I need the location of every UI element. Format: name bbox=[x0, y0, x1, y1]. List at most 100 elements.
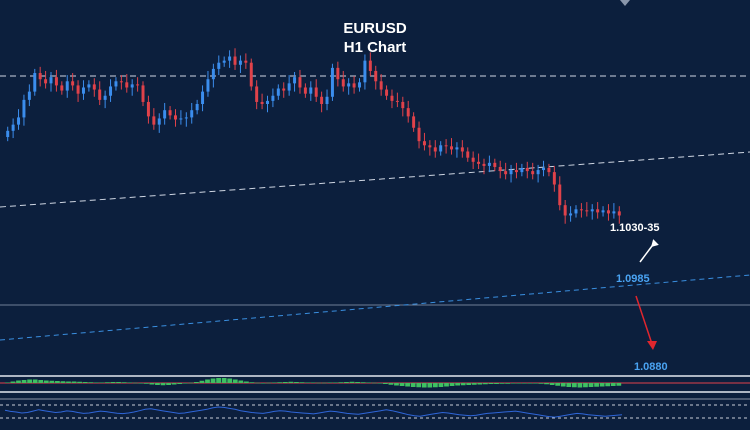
candle-body bbox=[168, 110, 172, 116]
candle-body bbox=[368, 60, 372, 71]
histogram-bar bbox=[138, 383, 144, 384]
histogram-bar bbox=[360, 382, 366, 383]
candle-body bbox=[163, 110, 167, 119]
chart-subtitle: H1 Chart bbox=[344, 39, 407, 56]
histogram-bar bbox=[193, 382, 199, 383]
candle-body bbox=[455, 147, 459, 150]
histogram-bar bbox=[88, 382, 94, 383]
candle-body bbox=[276, 88, 280, 96]
histogram-bar bbox=[205, 379, 210, 383]
histogram-bar bbox=[221, 378, 227, 383]
candle-body bbox=[531, 171, 535, 175]
candle-body bbox=[433, 147, 437, 152]
candle-body bbox=[569, 213, 573, 216]
histogram-bar bbox=[216, 378, 221, 383]
candle-body bbox=[195, 104, 199, 111]
candle-body bbox=[612, 211, 616, 214]
target-down-label: 1.0880 bbox=[634, 361, 668, 373]
histogram-bar bbox=[32, 379, 38, 383]
candle-body bbox=[320, 96, 324, 104]
histogram-bar bbox=[327, 382, 333, 383]
candle-body bbox=[146, 101, 150, 117]
candle-body bbox=[298, 77, 302, 88]
histogram-bar bbox=[421, 383, 427, 388]
candle-body bbox=[606, 210, 610, 214]
histogram-bar bbox=[388, 383, 394, 385]
histogram-bar bbox=[255, 382, 260, 384]
candle-body bbox=[238, 60, 242, 65]
candle-body bbox=[390, 95, 394, 101]
histogram-bar bbox=[427, 383, 433, 388]
candle-body bbox=[563, 205, 567, 216]
histogram-bar bbox=[232, 379, 238, 383]
histogram-bar bbox=[60, 381, 66, 383]
histogram-bar bbox=[505, 383, 511, 384]
candle-body bbox=[179, 118, 183, 120]
histogram-bar bbox=[55, 381, 60, 383]
candle-body bbox=[482, 163, 486, 166]
candle-body bbox=[141, 85, 145, 102]
candle-body bbox=[54, 77, 58, 86]
histogram-bar bbox=[5, 382, 10, 383]
candle-body bbox=[103, 95, 107, 100]
candle-body bbox=[87, 84, 91, 88]
candle-body bbox=[460, 147, 464, 152]
candle-body bbox=[358, 82, 361, 88]
candle-body bbox=[439, 145, 443, 152]
histogram-bar bbox=[433, 383, 438, 388]
candle-body bbox=[477, 161, 481, 164]
candle-body bbox=[498, 166, 502, 172]
histogram-bar bbox=[516, 383, 522, 384]
histogram-bar bbox=[182, 383, 188, 384]
histogram-bar bbox=[288, 381, 294, 383]
histogram-bar bbox=[560, 383, 566, 387]
candle-body bbox=[374, 70, 378, 82]
candle-body bbox=[60, 85, 64, 91]
histogram-bar bbox=[477, 383, 483, 385]
arrow-down-line bbox=[635, 295, 653, 345]
candle-body bbox=[509, 170, 513, 175]
candle-body bbox=[190, 110, 194, 118]
candle-body bbox=[38, 73, 42, 80]
histogram-bar bbox=[394, 383, 399, 386]
candle-body bbox=[157, 118, 161, 125]
histogram-bar bbox=[66, 381, 71, 383]
histogram-bar bbox=[499, 383, 505, 384]
histogram-bar bbox=[316, 382, 322, 384]
candle-body bbox=[395, 100, 399, 102]
candle-body bbox=[44, 79, 48, 84]
histogram-bar bbox=[160, 383, 166, 386]
candle-body bbox=[49, 77, 53, 84]
histogram-bar bbox=[588, 383, 594, 387]
histogram-bar bbox=[93, 382, 99, 383]
candle-body bbox=[547, 168, 551, 173]
candle-body bbox=[552, 172, 556, 185]
candle-body bbox=[17, 117, 21, 125]
candle-body bbox=[222, 60, 226, 63]
candle-body bbox=[130, 84, 134, 88]
candle-body bbox=[401, 101, 405, 109]
histogram-bar bbox=[271, 382, 277, 383]
candle-body bbox=[314, 87, 318, 97]
histogram-bar bbox=[471, 383, 477, 385]
candle-body bbox=[76, 85, 80, 94]
candle-body bbox=[119, 81, 123, 83]
histogram-bar bbox=[332, 382, 338, 383]
candle-body bbox=[249, 62, 253, 87]
candle-body bbox=[450, 146, 454, 150]
candle-body bbox=[233, 56, 237, 65]
histogram-bar bbox=[82, 382, 88, 383]
histogram-bar bbox=[371, 382, 377, 384]
candle-body bbox=[574, 209, 578, 214]
histogram-bar bbox=[355, 382, 360, 383]
candle-body bbox=[422, 141, 426, 146]
histogram-bar bbox=[483, 383, 488, 385]
histogram-bar bbox=[105, 382, 110, 383]
candle-body bbox=[466, 151, 470, 158]
candle-body bbox=[244, 60, 248, 63]
histogram-bar bbox=[494, 383, 499, 384]
candles-group bbox=[6, 48, 621, 224]
candle-body bbox=[412, 116, 416, 128]
histogram-bar bbox=[510, 383, 516, 384]
histogram-bar bbox=[455, 383, 461, 386]
